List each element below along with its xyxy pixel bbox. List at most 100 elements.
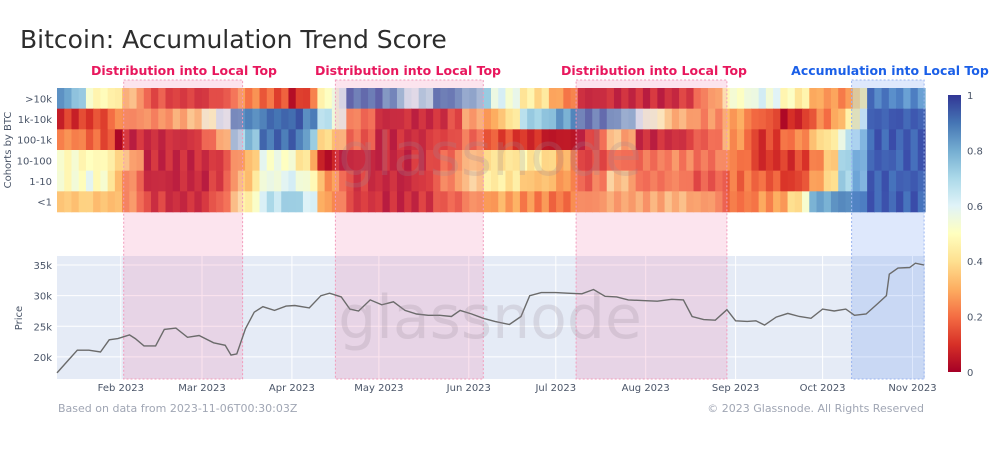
heatmap-cell bbox=[252, 129, 261, 151]
heatmap-cell bbox=[628, 191, 637, 213]
heatmap-cell bbox=[237, 129, 246, 151]
heatmap-cell bbox=[693, 170, 702, 192]
heatmap-cell bbox=[592, 88, 601, 109]
heatmap-cell bbox=[360, 191, 369, 213]
heatmap-cell bbox=[794, 191, 803, 213]
heatmap-cell bbox=[476, 150, 485, 171]
heatmap-cell bbox=[64, 191, 73, 213]
heatmap-cell bbox=[368, 191, 376, 213]
heatmap-row-label: 100-1k bbox=[17, 136, 52, 147]
heatmap-cell bbox=[295, 191, 304, 213]
heatmap-cell bbox=[85, 170, 94, 192]
heatmap-cell bbox=[635, 191, 644, 213]
heatmap-cell bbox=[259, 150, 268, 171]
heatmap-cell bbox=[867, 108, 875, 130]
heatmap-cell bbox=[245, 150, 253, 171]
heatmap-cell bbox=[64, 108, 73, 130]
heatmap-cell bbox=[469, 191, 478, 213]
heatmap-cell bbox=[404, 170, 413, 192]
heatmap-cell bbox=[331, 88, 340, 109]
heatmap-cell bbox=[360, 150, 369, 171]
colorbar-tick-label: 0 bbox=[967, 368, 973, 379]
heatmap-cell bbox=[577, 108, 586, 130]
heatmap-cell bbox=[165, 191, 174, 213]
heatmap-cell bbox=[288, 88, 297, 109]
heatmap-cell bbox=[736, 129, 745, 151]
heatmap-cell bbox=[519, 88, 528, 109]
heatmap-cell bbox=[476, 88, 485, 109]
heatmap-cell bbox=[447, 108, 456, 130]
heatmap-cell bbox=[606, 150, 615, 171]
heatmap-cell bbox=[107, 88, 116, 109]
heatmap-cell bbox=[512, 88, 521, 109]
heatmap-cell bbox=[64, 129, 73, 151]
heatmap-cell bbox=[230, 150, 239, 171]
heatmap-cell bbox=[375, 129, 384, 151]
heatmap-cell bbox=[100, 170, 109, 192]
heatmap-cell bbox=[896, 88, 904, 109]
heatmap-cell bbox=[599, 129, 608, 151]
heatmap-cell bbox=[519, 129, 528, 151]
heatmap-cell bbox=[454, 129, 463, 151]
heatmap-cell bbox=[650, 150, 658, 171]
heatmap-cell bbox=[107, 108, 116, 130]
heatmap-cell bbox=[751, 191, 760, 213]
heatmap-cell bbox=[208, 170, 217, 192]
heatmap-cell bbox=[324, 108, 333, 130]
heatmap-cell bbox=[787, 108, 796, 130]
price-line bbox=[56, 262, 925, 374]
heatmap-cell bbox=[476, 129, 485, 151]
heatmap-cell bbox=[548, 88, 557, 109]
heatmap-cell bbox=[324, 88, 333, 109]
heatmap-cell bbox=[548, 191, 557, 213]
heatmap-cell bbox=[201, 108, 210, 130]
heatmap-cell bbox=[143, 88, 152, 109]
heatmap-cell bbox=[859, 88, 868, 109]
heatmap-cell bbox=[404, 150, 413, 171]
heatmap-cell bbox=[469, 129, 478, 151]
heatmap-cell bbox=[671, 191, 680, 213]
heatmap-cell bbox=[447, 88, 456, 109]
heatmap-cell bbox=[642, 88, 651, 109]
heatmap-cell bbox=[411, 108, 420, 130]
heatmap-cell bbox=[208, 88, 217, 109]
heatmap-cell bbox=[476, 170, 485, 192]
heatmap-cell bbox=[823, 129, 832, 151]
x-tick-label: Feb 2023 bbox=[98, 383, 144, 394]
heatmap-cell bbox=[418, 150, 427, 171]
heatmap-cell bbox=[447, 129, 456, 151]
heatmap-cell bbox=[216, 108, 224, 130]
heatmap-cell bbox=[107, 191, 116, 213]
heatmap-cell bbox=[715, 108, 724, 130]
heatmap-cell bbox=[679, 150, 687, 171]
heatmap-cell bbox=[888, 108, 897, 130]
heatmap-cell bbox=[823, 88, 832, 109]
heatmap-cell bbox=[64, 88, 73, 109]
heatmap-cell bbox=[910, 108, 919, 130]
heatmap-cell bbox=[780, 108, 789, 130]
heatmap-cell bbox=[780, 191, 789, 213]
heatmap-cell bbox=[773, 88, 781, 109]
heatmap-cell bbox=[686, 108, 695, 130]
heatmap-cell bbox=[700, 129, 709, 151]
heatmap-cell bbox=[114, 170, 123, 192]
heatmap-cell bbox=[758, 108, 767, 130]
heatmap-cell bbox=[252, 170, 261, 192]
heatmap-cell bbox=[447, 170, 456, 192]
heatmap-cell bbox=[881, 170, 890, 192]
heatmap-cell bbox=[729, 88, 738, 109]
heatmap-cell bbox=[223, 191, 232, 213]
heatmap-cell bbox=[729, 129, 738, 151]
heatmap-cell bbox=[208, 129, 217, 151]
heatmap-cell bbox=[274, 88, 282, 109]
heatmap: >10k 1k-10k 100-1k 10-100 1-10 <1 bbox=[17, 88, 926, 213]
heatmap-cell bbox=[650, 88, 658, 109]
heatmap-cell bbox=[447, 191, 456, 213]
heatmap-cell bbox=[519, 108, 528, 130]
heatmap-cell bbox=[715, 150, 724, 171]
heatmap-cell bbox=[114, 191, 123, 213]
heatmap-cell bbox=[71, 170, 80, 192]
heatmap-cell bbox=[237, 150, 246, 171]
heatmap-cell bbox=[57, 170, 65, 192]
heatmap-cell bbox=[78, 129, 87, 151]
